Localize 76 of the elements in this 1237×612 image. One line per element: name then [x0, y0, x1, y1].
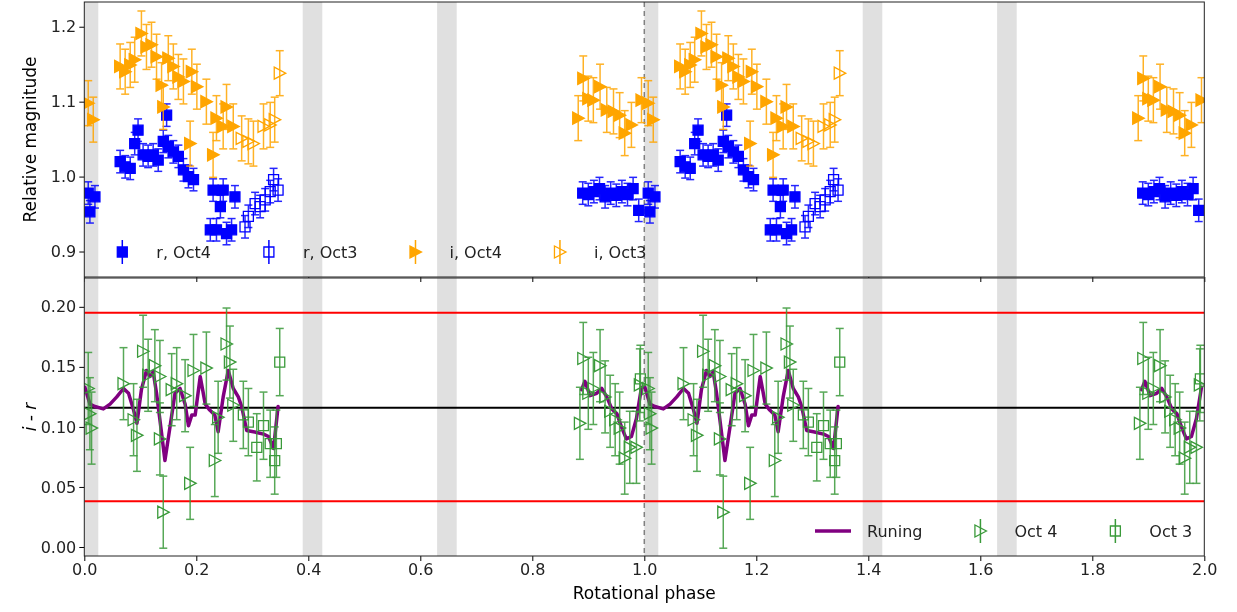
- point: [257, 119, 271, 134]
- point: [254, 200, 266, 213]
- x-tick-label: 1.2: [744, 560, 770, 580]
- legend-label: Oct 4: [1014, 522, 1058, 541]
- point: [268, 112, 282, 127]
- point: [824, 185, 836, 198]
- y-tick-label: 0.10: [40, 417, 77, 437]
- point: [799, 221, 811, 233]
- point: [259, 194, 271, 206]
- point: [1194, 373, 1205, 385]
- point: [249, 197, 261, 210]
- point: [257, 420, 270, 432]
- point: [235, 131, 249, 146]
- point: [242, 416, 255, 428]
- point: [827, 173, 840, 186]
- point: [274, 356, 286, 368]
- point: [269, 454, 281, 467]
- point: [802, 416, 815, 428]
- point: [270, 438, 283, 450]
- point: [807, 136, 821, 151]
- point: [802, 134, 816, 149]
- point: [829, 454, 841, 467]
- y-tick-label: 1.0: [50, 167, 77, 187]
- point: [811, 441, 823, 453]
- x-tick-label: 1.8: [1080, 560, 1106, 580]
- x-tick-label: 1.4: [856, 560, 882, 580]
- point: [824, 118, 837, 132]
- y-axis-title: Relative magnitude: [20, 56, 40, 223]
- x-axis-title: Rotational phase: [572, 583, 716, 603]
- point: [267, 173, 280, 186]
- point: [264, 185, 276, 198]
- legend-label: Oct 3: [1149, 522, 1193, 541]
- point: [817, 420, 830, 432]
- y-tick-label: 0.9: [50, 242, 77, 262]
- point: [834, 356, 846, 368]
- point: [264, 118, 277, 132]
- x-tick-label: 0.2: [184, 560, 210, 580]
- point: [634, 373, 647, 385]
- y-tick-label: 0.00: [40, 537, 77, 557]
- point: [824, 438, 836, 450]
- point: [832, 184, 844, 196]
- y-tick-label: 0.05: [40, 477, 77, 497]
- x-tick-label: 0.0: [72, 560, 98, 580]
- y-axis-title: i - r: [20, 401, 40, 432]
- legend-label: i, Oct3: [593, 243, 647, 262]
- legend-label: r, Oct3: [302, 243, 358, 262]
- y-tick-label: 0.20: [40, 297, 77, 317]
- point: [795, 131, 809, 146]
- point: [272, 184, 284, 196]
- y-tick-label: 1.1: [50, 92, 77, 112]
- point: [273, 66, 287, 80]
- point: [242, 134, 256, 149]
- point: [264, 438, 276, 450]
- legend-label: i, Oct4: [449, 243, 502, 262]
- y-tick-label: 0.15: [40, 357, 77, 377]
- legend-label: r, Oct4: [156, 243, 211, 262]
- x-tick-label: 1.6: [968, 560, 994, 580]
- point: [814, 200, 826, 213]
- point: [239, 221, 251, 233]
- point: [797, 409, 809, 421]
- x-tick-label: 0.6: [408, 560, 434, 580]
- point: [247, 136, 261, 151]
- x-tick-label: 1.0: [632, 560, 658, 580]
- point: [830, 438, 843, 450]
- x-tick-label: 2.0: [1192, 560, 1218, 580]
- point: [251, 441, 263, 453]
- point: [809, 197, 821, 210]
- point: [833, 66, 847, 80]
- legend-label: Runing: [867, 522, 923, 541]
- point: [817, 119, 831, 134]
- x-tick-label: 0.8: [520, 560, 546, 580]
- x-tick-label: 0.4: [296, 560, 322, 580]
- point: [819, 194, 831, 206]
- point: [237, 409, 249, 421]
- point: [828, 112, 842, 127]
- y-tick-label: 1.2: [50, 17, 77, 37]
